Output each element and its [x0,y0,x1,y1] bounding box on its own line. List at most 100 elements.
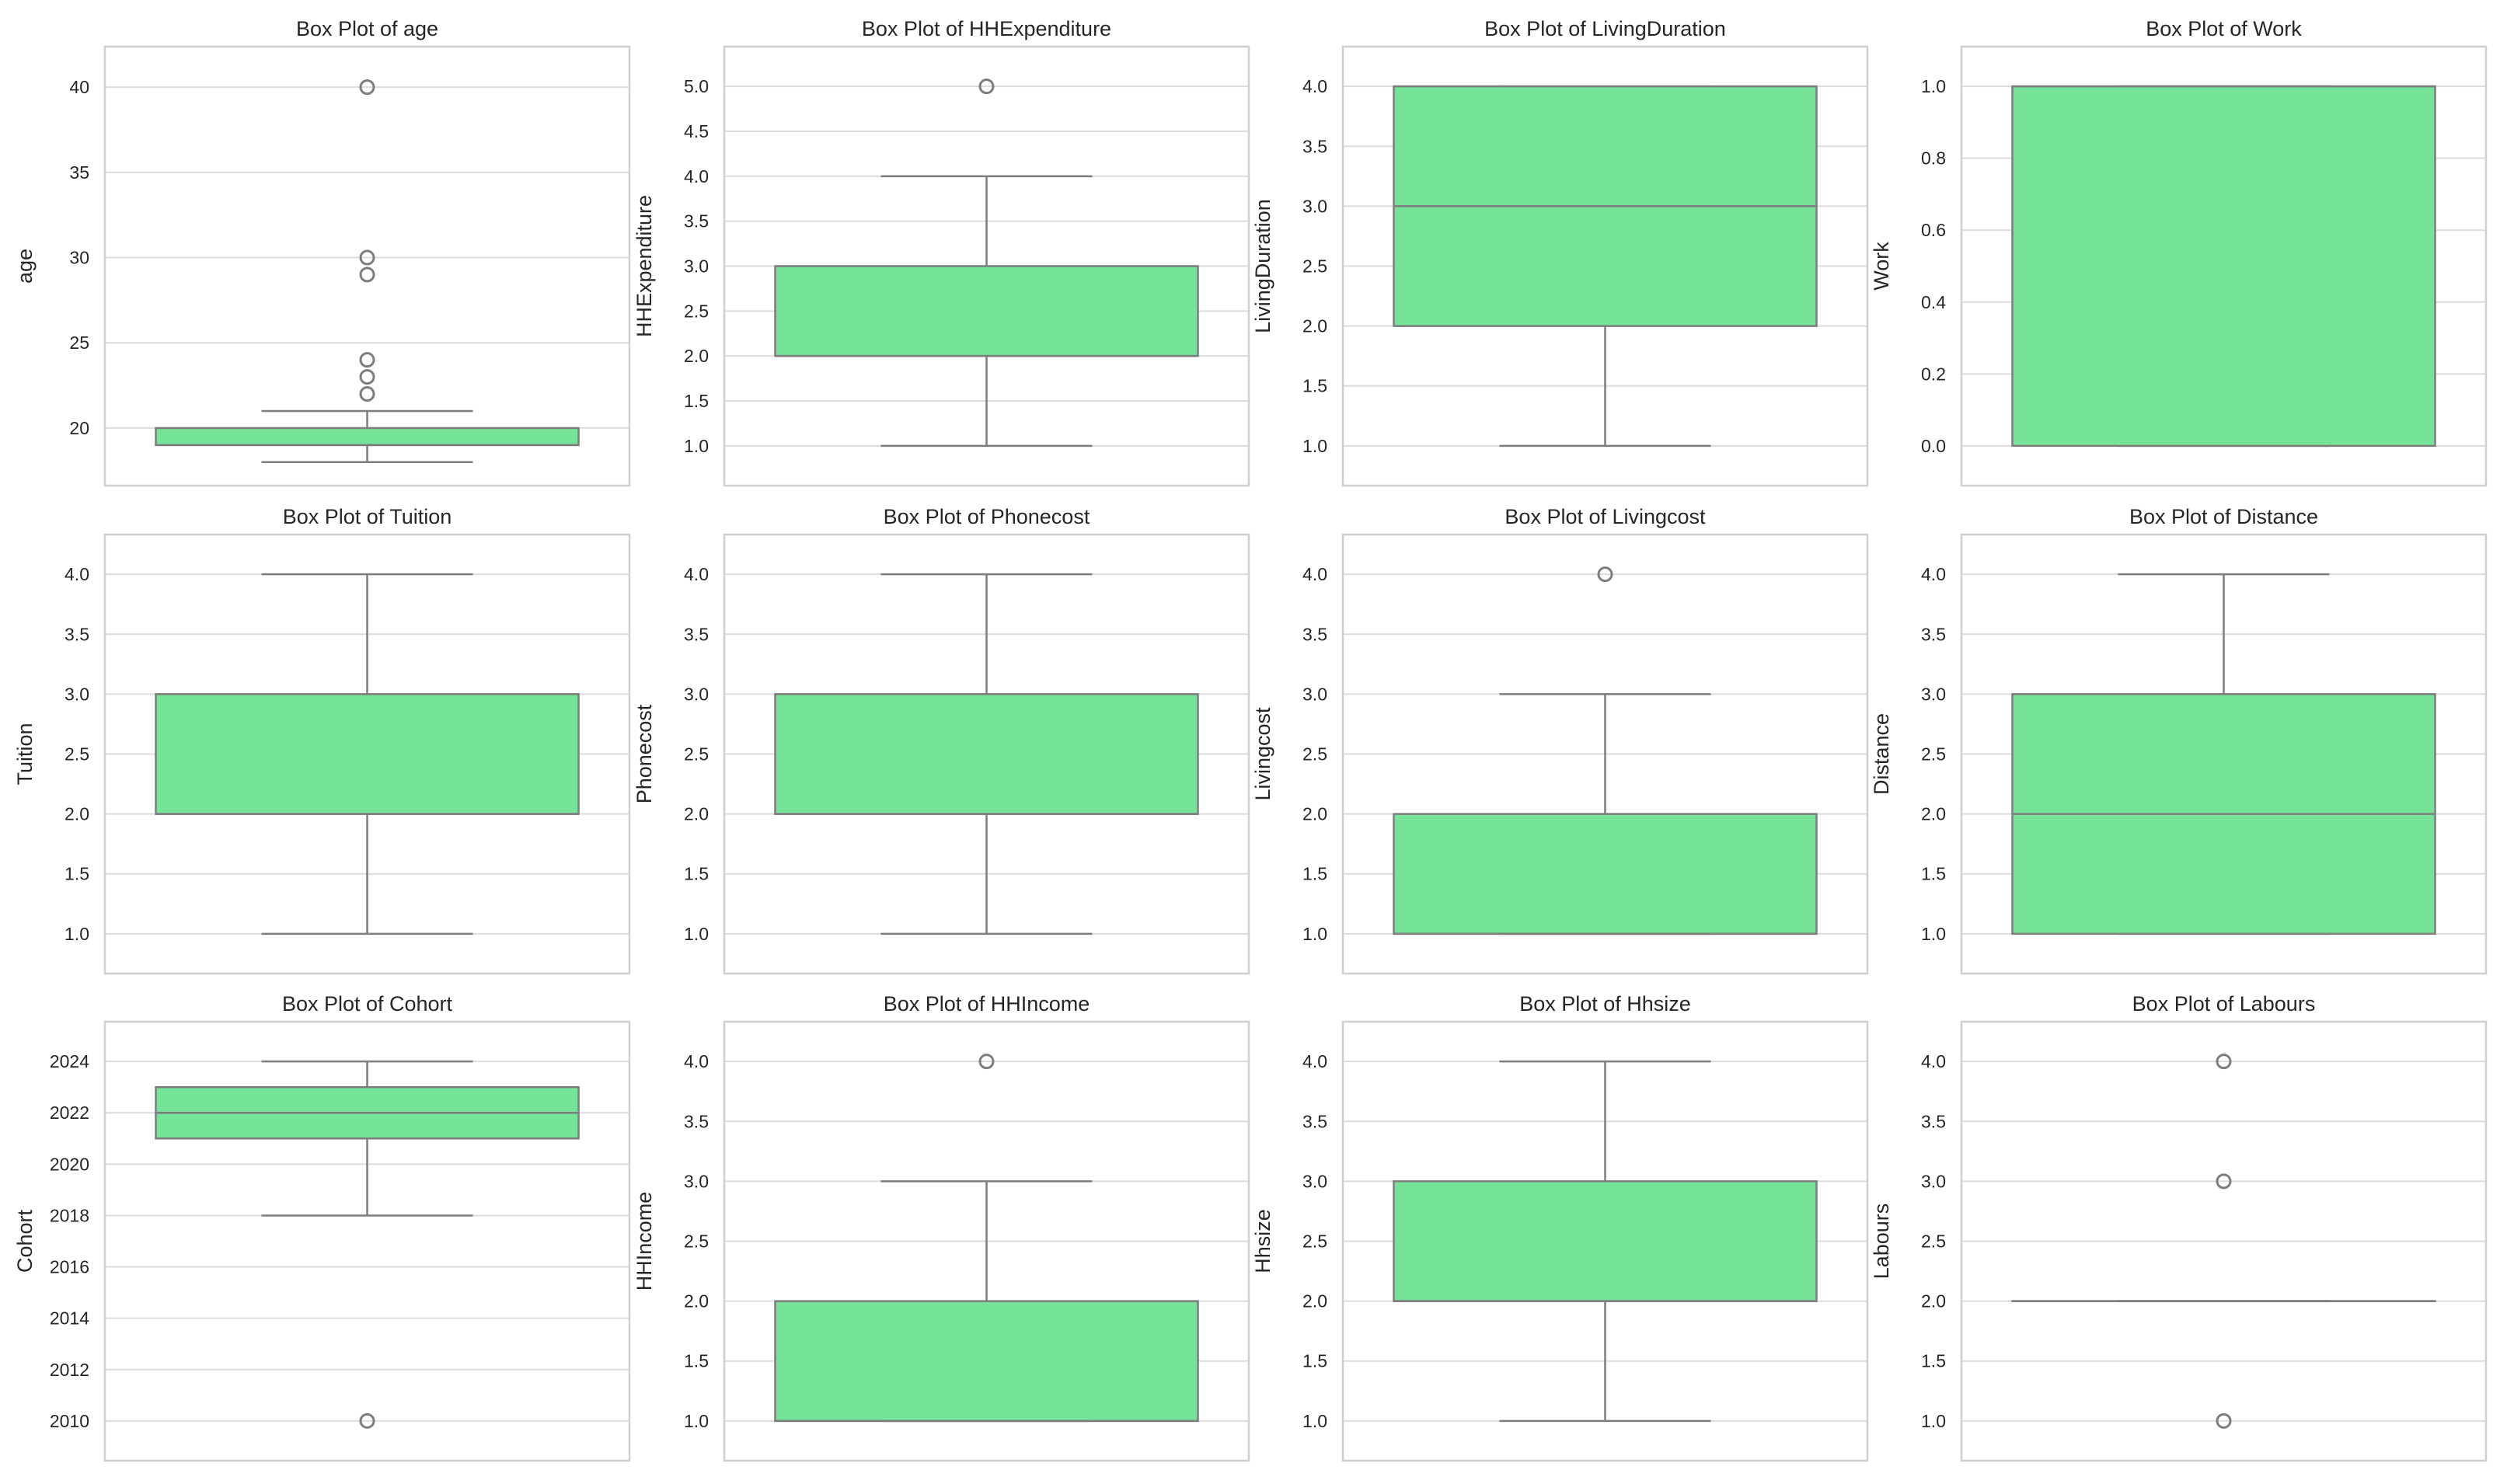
y-tick-label: 2014 [50,1308,89,1329]
panel-cohort: Box Plot of Cohort 2010 2012 2014 2016 2018 20… [13,992,631,1462]
y-tick-label: 25 [69,333,89,353]
y-tick-label: 4.0 [1921,564,1946,584]
axes-frame [1341,533,1869,975]
y-tick-label: 4.0 [1302,76,1327,96]
y-tick-label: 4.0 [684,166,709,186]
panel-title: Box Plot of Livingcost [1505,505,1706,528]
y-tick-label: 3.5 [65,624,89,644]
panel-hhsize: Box Plot of Hhsize 1.0 1.5 2.0 2.5 3.0 3.5 4.0 H… [1251,992,1869,1462]
y-axis-label: age [13,249,37,284]
y-tick-label: 20 [69,418,89,438]
y-axis-label: Distance [1870,713,1893,795]
y-tick-label: 0.2 [1921,364,1946,384]
axes-frame [723,533,1250,975]
y-tick-label: 2.0 [684,1291,709,1312]
y-tick-label: 3.0 [684,256,709,277]
y-tick-label: 30 [69,248,89,268]
y-axis-label: Hhsize [1251,1209,1274,1273]
y-tick-label: 1.5 [1302,1351,1327,1371]
outlier-point [359,249,375,266]
axes-frame [103,1020,631,1462]
y-tick-label: 0.8 [1921,148,1946,169]
axes-frame [103,533,631,975]
y-tick-label: 3.0 [65,684,89,704]
y-tick-label: 1.0 [684,924,709,944]
y-tick-label: 2022 [50,1103,89,1123]
axes-frame [1341,1020,1869,1462]
y-tick-label: 1.5 [684,864,709,884]
y-tick-label: 35 [69,162,89,183]
y-tick-label: 3.0 [1302,196,1327,216]
y-tick-label: 3.5 [1921,1111,1946,1131]
y-tick-label: 2.0 [1921,1291,1946,1312]
y-tick-label: 4.0 [1921,1051,1946,1071]
y-tick-label: 1.0 [1302,1411,1327,1431]
y-tick-label: 40 [69,77,89,97]
y-axis-label: HHExpenditure [633,195,656,337]
y-tick-label: 2020 [50,1154,89,1174]
y-tick-label: 1.0 [65,924,89,944]
y-tick-label: 0.6 [1921,220,1946,240]
panel-title: Box Plot of Cohort [282,992,453,1015]
y-tick-label: 2.5 [1302,1231,1327,1252]
y-tick-label: 2.0 [1302,804,1327,824]
panel-title: Box Plot of Work [2146,17,2302,40]
axes-frame [723,45,1250,487]
y-tick-label: 1.5 [684,391,709,411]
y-tick-label: 2.5 [1921,744,1946,765]
outlier-point [978,78,995,95]
y-axis-label: Work [1870,242,1893,291]
y-tick-label: 1.0 [1302,924,1327,944]
y-tick-label: 3.5 [1302,1111,1327,1131]
panel-tuition: Box Plot of Tuition 1.0 1.5 2.0 2.5 3.0 3.5 4.0… [13,505,631,975]
y-tick-label: 3.5 [1302,136,1327,156]
y-tick-label: 3.5 [684,1111,709,1131]
panel-phonecost: Box Plot of Phonecost 1.0 1.5 2.0 2.5 3.0 3.5 4… [633,505,1250,975]
y-axis-label: LivingDuration [1251,199,1274,333]
y-tick-label: 3.5 [684,211,709,232]
panel-hhincome: Box Plot of HHIncome 1.0 1.5 2.0 2.5 3.0 3.5 4.… [633,992,1250,1462]
outlier-point [2216,1413,2232,1429]
y-tick-label: 1.5 [1921,1351,1946,1371]
box-iqr [155,693,580,815]
y-tick-label: 3.0 [1921,684,1946,704]
panel-title: Box Plot of HHIncome [884,992,1090,1015]
y-tick-label: 3.0 [684,684,709,704]
y-axis-label: Tuition [13,723,37,785]
y-tick-label: 2012 [50,1360,89,1380]
outlier-point [2216,1054,2232,1070]
y-tick-label: 1.5 [65,864,89,884]
axes-frame [1960,45,2488,487]
y-tick-label: 2.5 [684,301,709,321]
y-tick-label: 4.0 [1302,1051,1327,1071]
y-tick-label: 2.0 [1921,804,1946,824]
panel-title: Box Plot of Labours [2132,992,2316,1015]
y-tick-label: 3.5 [1302,624,1327,644]
axes-frame [1341,45,1869,487]
y-tick-label: 1.0 [1302,436,1327,456]
box-iqr [1393,813,1818,935]
panel-title: Box Plot of LivingDuration [1484,17,1726,40]
y-tick-label: 5.0 [684,76,709,96]
panel-work: Box Plot of Work 0.0 0.2 0.4 0.6 0.8 1.0 Work [1870,17,2488,487]
y-tick-label: 1.5 [684,1351,709,1371]
box-iqr [774,1300,1199,1423]
outlier-point [2216,1173,2232,1190]
panel-labours: Box Plot of Labours 1.0 1.5 2.0 2.5 3.0 3.5 4.0… [1870,992,2488,1462]
panel-title: Box Plot of Tuition [283,505,452,528]
box-iqr [2011,85,2436,448]
y-tick-label: 3.5 [684,624,709,644]
outlier-point [359,369,375,385]
panel-distance: Box Plot of Distance 1.0 1.5 2.0 2.5 3.0 3.5 4.… [1870,505,2488,975]
y-axis-label: Livingcost [1251,707,1274,801]
y-tick-label: 4.0 [684,1051,709,1071]
y-tick-label: 1.0 [1921,1411,1946,1431]
y-tick-label: 2.5 [684,1231,709,1252]
y-tick-label: 2.5 [684,744,709,765]
y-tick-label: 2024 [50,1051,89,1071]
y-tick-label: 4.5 [684,121,709,141]
y-axis-label: Cohort [13,1209,37,1273]
box-iqr [1393,1180,1818,1302]
panel-title: Box Plot of Phonecost [884,505,1090,528]
